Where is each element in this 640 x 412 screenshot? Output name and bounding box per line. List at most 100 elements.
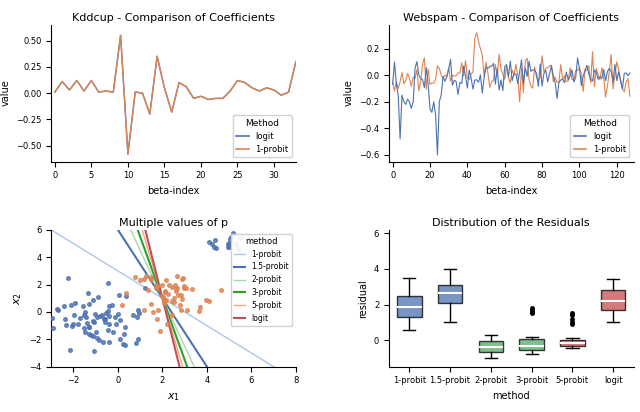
Point: [226, 234, 236, 241]
Y-axis label: residual: residual: [358, 279, 368, 318]
Point: [181, 285, 191, 291]
Point: [177, 295, 188, 302]
Point: [245, 234, 255, 241]
Point: [104, 339, 114, 345]
Point: [167, 283, 177, 290]
Point: [161, 277, 171, 283]
Point: [120, 342, 130, 349]
Point: [235, 235, 245, 242]
1-probit: [47, 227, 55, 232]
Point: [211, 244, 221, 251]
Point: [147, 274, 157, 280]
Point: [151, 283, 161, 290]
Point: [170, 281, 180, 288]
Point: [113, 311, 124, 317]
PathPatch shape: [479, 341, 503, 352]
Point: [134, 277, 145, 283]
Point: [31, 311, 41, 317]
Point: [164, 281, 174, 288]
Point: [104, 303, 114, 309]
Point: [74, 314, 84, 321]
Point: [223, 239, 234, 246]
Point: [134, 310, 144, 316]
Point: [94, 337, 104, 344]
Point: [103, 280, 113, 286]
Point: [204, 239, 214, 246]
Point: [115, 317, 125, 323]
1-probit: [193, 317, 201, 322]
Point: [132, 336, 143, 342]
Title: Webspam - Comparison of Coefficients: Webspam - Comparison of Coefficients: [403, 12, 620, 23]
Point: [132, 314, 143, 321]
Point: [122, 290, 132, 296]
Y-axis label: $x_2$: $x_2$: [12, 292, 24, 305]
Point: [99, 316, 109, 323]
1.5-probit: [47, 125, 55, 130]
PathPatch shape: [397, 295, 422, 317]
Point: [121, 293, 131, 299]
Point: [224, 243, 234, 250]
Point: [128, 312, 138, 318]
Point: [88, 318, 98, 325]
Point: [60, 322, 70, 328]
Point: [143, 287, 154, 294]
Point: [79, 325, 89, 331]
Point: [167, 312, 177, 318]
Point: [104, 312, 114, 319]
2-probit: [197, 379, 205, 384]
Point: [104, 321, 115, 328]
1.5-probit: [48, 126, 56, 131]
Point: [90, 311, 100, 317]
2-probit: [193, 370, 201, 375]
Point: [97, 311, 107, 318]
Point: [66, 302, 76, 309]
Point: [63, 275, 73, 282]
3-probit: [197, 403, 205, 407]
Point: [173, 291, 183, 298]
Point: [69, 311, 79, 318]
Point: [111, 321, 121, 327]
Point: [153, 307, 163, 313]
Point: [101, 310, 111, 317]
Point: [120, 324, 131, 330]
Point: [175, 302, 185, 308]
Point: [152, 316, 163, 322]
Point: [147, 301, 157, 308]
1-probit: [197, 320, 205, 325]
Point: [77, 302, 88, 309]
1-probit: [192, 316, 200, 321]
Line: 5-probit: 5-probit: [51, 0, 296, 412]
Point: [155, 328, 165, 334]
Point: [92, 314, 102, 321]
Point: [159, 300, 169, 307]
1.5-probit: [197, 355, 205, 360]
Point: [119, 330, 129, 337]
Title: Kddcup - Comparison of Coefficients: Kddcup - Comparison of Coefficients: [72, 12, 275, 23]
PathPatch shape: [601, 290, 625, 310]
Line: 1.5-probit: 1.5-probit: [51, 127, 296, 412]
1-probit: [253, 354, 261, 359]
Point: [159, 288, 170, 294]
Point: [182, 307, 193, 314]
Point: [52, 306, 62, 312]
Point: [230, 222, 241, 229]
Point: [107, 302, 117, 309]
Point: [108, 329, 118, 335]
Line: logit: logit: [51, 0, 296, 412]
Point: [179, 283, 189, 289]
Point: [133, 307, 143, 314]
Point: [100, 316, 110, 323]
Point: [179, 284, 189, 291]
Point: [98, 339, 108, 345]
Point: [169, 295, 179, 302]
Point: [53, 307, 63, 314]
Point: [157, 293, 168, 299]
Point: [88, 297, 98, 303]
Legend: 1-probit, 1.5-probit, 2-probit, 3-probit, 5-probit, logit: 1-probit, 1.5-probit, 2-probit, 3-probit…: [231, 234, 292, 326]
Point: [100, 318, 110, 325]
Point: [228, 230, 239, 236]
1.5-probit: [192, 347, 200, 352]
Point: [177, 276, 188, 283]
1-probit: [269, 364, 277, 369]
Point: [172, 272, 182, 279]
